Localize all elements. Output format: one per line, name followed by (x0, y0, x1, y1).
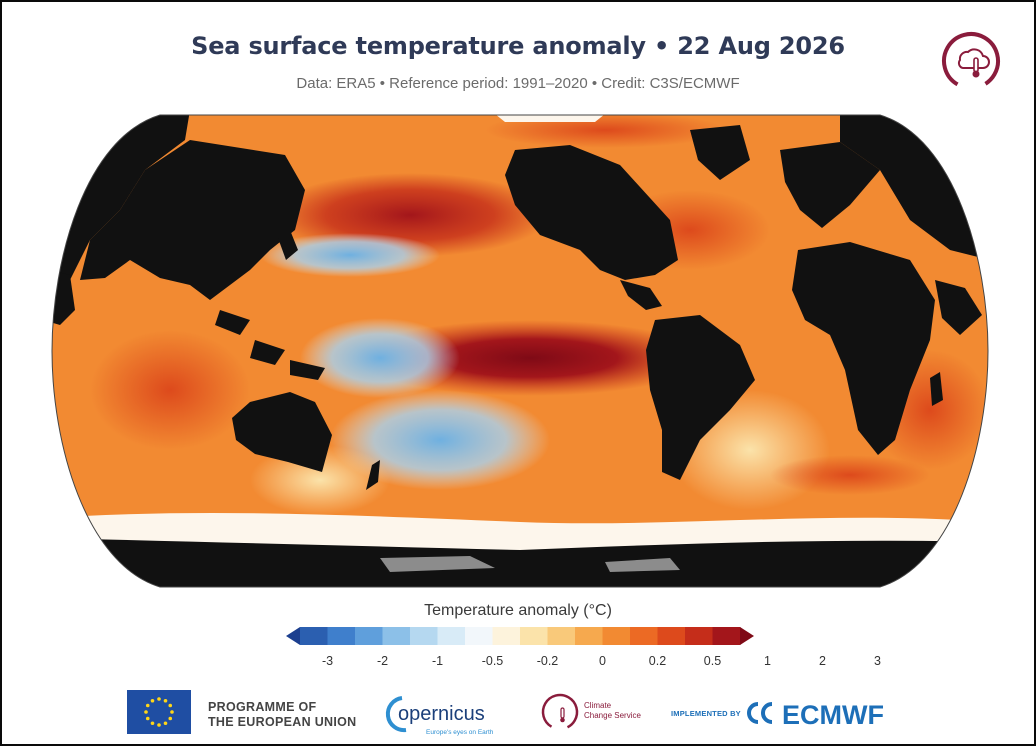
sst-anomaly-map (51, 114, 989, 588)
climate-change-service-logo: Climate Change Service (541, 693, 641, 731)
colorbar-tick-label: 2 (819, 654, 826, 668)
eu-star-icon (170, 710, 174, 714)
eu-star-icon (163, 698, 168, 703)
eu-star-icon (157, 697, 161, 701)
ecmwf-logo: ECMWF (747, 700, 884, 730)
eu-star-icon (145, 703, 150, 708)
colorbar-bin (327, 627, 356, 645)
colorbar-tick-label: -2 (376, 654, 389, 668)
colorbar-bin (547, 627, 576, 645)
colorbar-max-extension (740, 627, 754, 645)
eu-programme-text: PROGRAMME OF THE EUROPEAN UNION (208, 700, 356, 730)
ecmwf-wordmark: ECMWF (782, 700, 884, 730)
eu-star-icon (157, 723, 161, 727)
eu-star-icon (150, 698, 155, 703)
colorbar-tick-label: 0.5 (703, 654, 722, 668)
colorbar-bin (520, 627, 548, 645)
colorbar-bin (657, 627, 686, 645)
ccs-line-1: Climate (584, 701, 612, 710)
colorbar-bin (630, 627, 658, 645)
legend-title: Temperature anomaly (°C) (424, 602, 612, 619)
colorbar-tick-label: -1 (431, 654, 444, 668)
eu-line-1: PROGRAMME OF (208, 700, 317, 714)
colorbar-bin (492, 627, 521, 645)
implemented-by-label: IMPLEMENTED BY (671, 709, 741, 718)
c3s-thermometer-logo-icon (942, 32, 1000, 90)
ccs-line-2: Change Service (584, 711, 641, 720)
colorbar-bin (382, 627, 411, 645)
colorbar-bin (575, 627, 603, 645)
eu-star-icon (168, 703, 173, 708)
colorbar-tick-label: 0 (599, 654, 606, 668)
eu-flag-icon (127, 690, 191, 734)
colorbar-tick-label: 3 (874, 654, 881, 668)
colorbar-bin (355, 627, 383, 645)
colorbar-bin (410, 627, 438, 645)
colorbar-tick-label: -3 (321, 654, 334, 668)
eu-star-icon (163, 721, 168, 726)
copernicus-tagline: Europe's eyes on Earth (426, 729, 494, 736)
page-title: Sea surface temperature anomaly • 22 Aug… (191, 32, 845, 60)
footer-logos: PROGRAMME OF THE EUROPEAN UNION opernicu… (2, 682, 1034, 744)
colorbar-tick-label: -0.2 (536, 654, 559, 668)
eu-star-icon (150, 721, 155, 726)
eu-star-icon (145, 716, 150, 721)
colorbar-min-extension (286, 627, 300, 645)
eu-star-icon (144, 710, 148, 714)
colorbar-tick-label: -0.5 (481, 654, 504, 668)
eu-line-2: THE EUROPEAN UNION (208, 715, 357, 729)
copernicus-logo: opernicus Europe's eyes on Earth (385, 696, 494, 736)
colorbar-bin (465, 627, 493, 645)
copernicus-wordmark: opernicus (398, 703, 485, 725)
page-subtitle: Data: ERA5 • Reference period: 1991–2020… (296, 75, 740, 92)
colorbar (286, 627, 754, 645)
colorbar-bin (602, 627, 631, 645)
colorbar-tick-label: 0.2 (648, 654, 667, 668)
eu-star-icon (168, 716, 173, 721)
colorbar-bin (437, 627, 466, 645)
colorbar-bin (685, 627, 713, 645)
colorbar-tick-label: 1 (764, 654, 771, 668)
colorbar-bin (712, 627, 741, 645)
colorbar-bin (300, 627, 328, 645)
